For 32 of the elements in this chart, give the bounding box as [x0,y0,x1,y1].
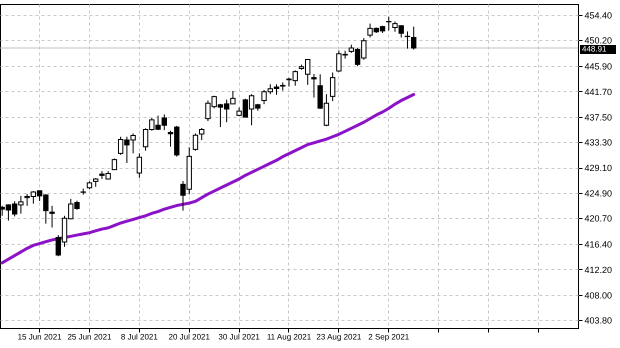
line-series [0,93,416,264]
x-tick-label: 30 Jul 2021 [218,332,260,342]
x-tick-label: 8 Jul 2021 [120,332,158,342]
y-tick-label: 408.00 [584,290,612,300]
x-tick-label: 25 Jun 2021 [67,332,112,342]
x-tick-label: 11 Aug 2021 [266,332,312,342]
y-tick-label: 441.70 [584,86,612,97]
y-tick-label: 437.50 [584,112,612,122]
y-tick-label: 433.30 [584,138,612,148]
candlestick [192,132,198,152]
x-tick-label: 2 Sep 2021 [368,332,410,342]
y-tick-label: 429.10 [584,163,612,174]
candlestick [49,205,55,228]
y-tick-label: 424.90 [584,188,612,198]
candlestick [330,72,336,102]
x-tick-label: 23 Aug 2021 [316,332,362,342]
candlestick [199,127,204,141]
ref-line-label: 448.91 [582,44,608,54]
y-tick-label: 412.20 [584,264,612,275]
y-tick-label: 420.70 [584,214,612,224]
y-tick-label: 416.40 [584,240,612,250]
candlestick [386,16,392,32]
x-tick-label: 15 Jun 2021 [18,332,62,342]
y-tick-label: 445.90 [584,62,612,72]
y-tick-label: 450.20 [584,36,612,46]
candlestick [311,73,317,98]
x-tick-label: 20 Jul 2021 [168,332,210,342]
y-tick-label: 454.40 [584,10,612,20]
candlestick [411,26,416,50]
candlestick [112,158,118,170]
y-tick-label: 403.80 [584,316,612,326]
candlestick [136,152,142,178]
